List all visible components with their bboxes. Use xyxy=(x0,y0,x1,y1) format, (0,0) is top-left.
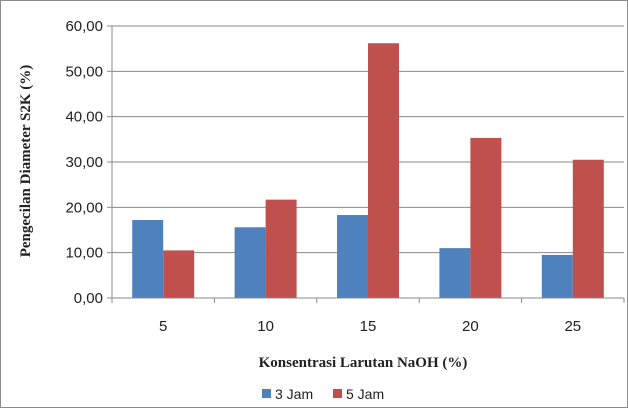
x-tick-label: 10 xyxy=(257,318,274,335)
bars xyxy=(132,43,604,298)
legend-label: 3 Jam xyxy=(275,386,313,402)
bar-3-jam-15 xyxy=(337,215,368,298)
x-tick-label: 20 xyxy=(462,318,479,335)
x-axis-title: Konsentrasi Larutan NaOH (%) xyxy=(259,355,468,371)
bar-5-jam-5 xyxy=(163,250,195,298)
legend-swatch-3-jam xyxy=(262,389,271,398)
y-tick-labels: 0,00 10,00 20,00 30,00 40,00 50,00 60,00 xyxy=(65,18,103,307)
x-tick-label: 25 xyxy=(564,318,581,335)
bar-3-jam-10 xyxy=(234,227,266,298)
bar-3-jam-20 xyxy=(439,248,471,298)
y-tick-label: 60,00 xyxy=(65,18,103,35)
y-tick-label: 10,00 xyxy=(65,245,103,262)
bar-5-jam-10 xyxy=(265,199,297,298)
y-tick-label: 0,00 xyxy=(74,290,103,307)
x-tick-label: 5 xyxy=(159,318,167,335)
bar-3-jam-25 xyxy=(541,254,573,298)
x-tick-label: 15 xyxy=(360,318,377,335)
axes xyxy=(107,25,625,303)
bar-5-jam-25 xyxy=(572,159,604,298)
y-tick-label: 50,00 xyxy=(65,63,103,80)
bar-5-jam-15 xyxy=(368,43,399,298)
y-tick-label: 40,00 xyxy=(65,109,103,126)
legend-swatch-5-jam xyxy=(333,389,342,398)
legend: 3 Jam 5 Jam xyxy=(262,386,384,402)
y-tick-label: 20,00 xyxy=(65,199,103,216)
x-tick-labels: 5 10 15 20 25 xyxy=(159,318,581,335)
legend-label: 5 Jam xyxy=(346,386,384,402)
y-tick-label: 30,00 xyxy=(65,154,103,171)
y-axis-title: Pengecilan Diameter S2K (%) xyxy=(18,65,34,258)
bar-3-jam-5 xyxy=(132,220,164,298)
bar-5-jam-20 xyxy=(470,137,502,298)
